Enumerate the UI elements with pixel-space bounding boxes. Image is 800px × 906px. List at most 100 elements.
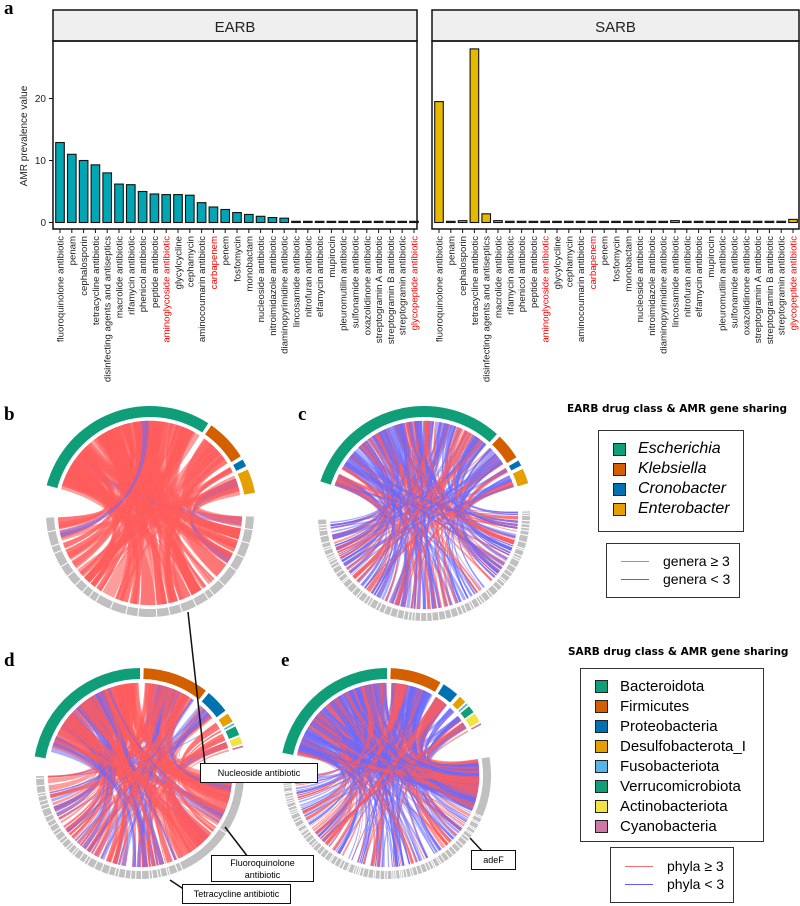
chord-ribbons (294, 682, 480, 868)
drug-class-segment (51, 544, 62, 553)
ribbon-low-sharing (334, 482, 519, 516)
drug-class-segment (476, 596, 483, 605)
drug-class-segment (336, 569, 345, 578)
drug-class-segment (59, 835, 68, 844)
drug-class-segment (294, 819, 304, 827)
drug-class-segment (166, 867, 170, 876)
ribbon-high-sharing (119, 467, 233, 602)
drug-class-segment (324, 548, 334, 556)
sarb-facet-title: SARB (595, 19, 636, 36)
legend-item: Firmicutes (581, 696, 763, 716)
drug-class-segment (36, 785, 46, 794)
x-tick-label: aminocoumarin antibiotic (197, 236, 208, 342)
y-tick-label: 0 (40, 218, 46, 229)
drug-class-segment (396, 870, 400, 879)
drug-class-segment (47, 530, 59, 546)
drug-class-segment (480, 591, 490, 602)
x-tick-label: nucleoside antibiotic (256, 236, 267, 323)
x-tick-label: tetracycline antibiotic (91, 236, 102, 325)
taxon-segment (460, 706, 474, 719)
annotation-tetracycline: Tetracycline antibiotic (182, 884, 291, 904)
drug-class-segment (332, 565, 343, 574)
x-tick-label: diaminopyrimidine antibiotic (280, 236, 291, 354)
drug-class-segment (75, 580, 88, 592)
x-tick-label: glycylcycline (553, 236, 564, 289)
drug-class-segment (358, 592, 368, 602)
color-swatch (613, 502, 626, 516)
x-tick-label: phenicol antibiotic (517, 236, 528, 312)
annotation-adef: adeF (471, 850, 516, 870)
x-tick-label: disinfecting agents and antiseptics (103, 236, 114, 382)
drug-class-segment (369, 599, 379, 609)
drug-class-segment (440, 852, 449, 862)
drug-class-segment (36, 778, 45, 786)
x-tick-label: cephalosporin (79, 236, 90, 296)
drug-class-segment (74, 849, 84, 860)
line-swatch (625, 883, 653, 885)
drug-class-segment (290, 810, 299, 815)
drug-class-segment (110, 601, 128, 614)
legend-label: Proteobacteria (620, 717, 718, 735)
drug-class-segment (362, 868, 369, 878)
x-tick-label: tetracycline antibiotic (470, 236, 481, 325)
drug-class-segment (469, 601, 475, 610)
drug-class-segment (131, 870, 136, 879)
drug-class-segment (503, 569, 513, 577)
drug-class-segment (316, 845, 326, 855)
drug-class-segment (68, 844, 77, 854)
ribbon-low-sharing (303, 733, 394, 868)
line-swatch (621, 560, 649, 562)
drug-class-segment (311, 840, 319, 848)
drug-class-segment (403, 869, 407, 878)
taxon-segment (237, 469, 256, 495)
annotation-leader-line (469, 837, 484, 853)
drug-class-segment (451, 843, 461, 852)
sarb-legend-title: SARB drug class & AMR gene sharing (568, 646, 789, 658)
bar (161, 194, 172, 224)
ribbon-low-sharing (296, 692, 431, 795)
drug-class-segment (303, 831, 312, 839)
ribbon-low-sharing (390, 424, 418, 609)
drug-class-segment (342, 861, 350, 871)
drug-class-segment (230, 554, 244, 571)
legend-item: Bacteroidota (581, 676, 763, 696)
panel-label-e: e (281, 650, 290, 671)
earb-taxa-legend: Escherichia Klebsiella Cronobacter Enter… (598, 430, 744, 532)
ribbon-low-sharing (362, 440, 396, 589)
drug-class-segment (375, 870, 380, 879)
ribbon-high-sharing (76, 692, 193, 845)
legend-label: Actinobacteriota (620, 797, 728, 815)
drug-class-segment (284, 791, 293, 794)
drug-class-segment (54, 550, 68, 567)
ribbon-high-sharing (394, 683, 480, 774)
drug-class-segment (291, 812, 301, 820)
drug-class-segment (448, 846, 457, 855)
x-tick-label: cephamycin (564, 236, 575, 287)
bar (137, 190, 148, 224)
ribbon-low-sharing (381, 718, 461, 868)
drug-class-segment (375, 602, 382, 611)
ribbon-low-sharing (335, 423, 406, 550)
x-tick-label: peptide antibiotic (529, 236, 540, 308)
drug-class-segment (149, 870, 153, 879)
taxon-segment (225, 726, 240, 740)
ribbon-low-sharing (343, 484, 514, 567)
drug-class-segment (521, 513, 530, 515)
drug-class-segment (180, 599, 196, 612)
ribbon-low-sharing (296, 685, 414, 792)
drug-class-segment (318, 519, 327, 525)
ribbon-high-sharing (341, 682, 384, 857)
legend-label: Bacteroidota (620, 677, 705, 695)
ribbon-high-sharing (61, 715, 210, 848)
ribbon-low-sharing (334, 481, 409, 608)
legend-label: phyla ≥ 3 (667, 858, 724, 874)
bar (445, 220, 456, 224)
annotation-fluoroquinolone: Fluoroquinolone antibiotic (211, 855, 314, 882)
drug-class-segment (469, 820, 479, 829)
drug-class-segment (500, 572, 510, 582)
drug-class-segment (323, 546, 332, 551)
bar (173, 194, 183, 224)
drug-class-segment (89, 590, 100, 602)
x-tick-label: streptogramin A antibiotic (374, 236, 385, 343)
ribbon-low-sharing (308, 686, 368, 826)
